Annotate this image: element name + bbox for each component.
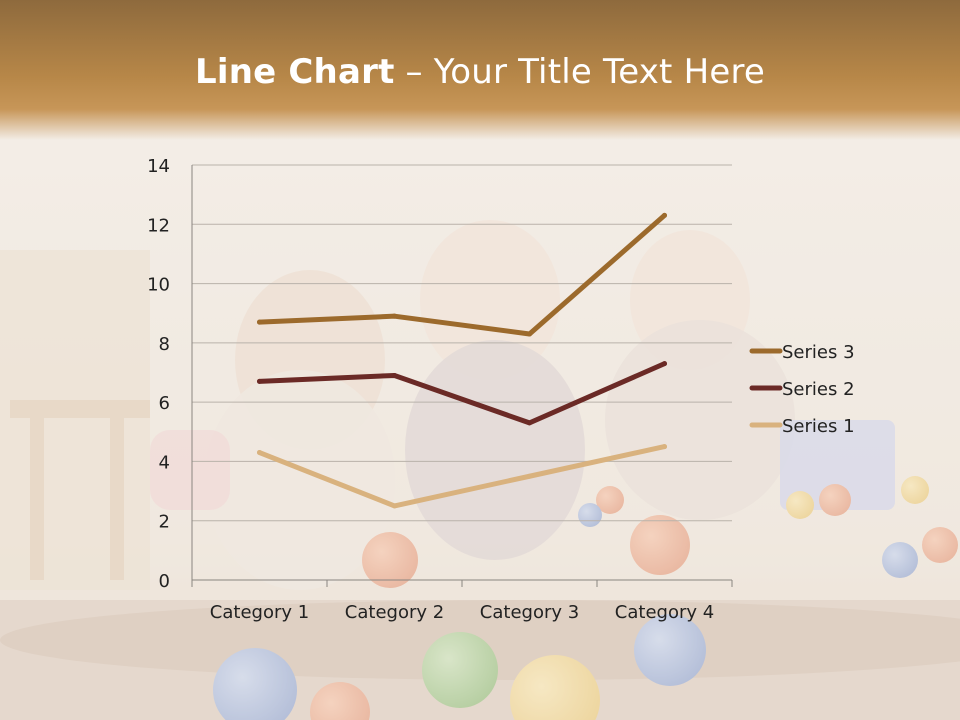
data-point [392, 372, 397, 378]
data-point [257, 450, 262, 456]
x-tick-label: Category 3 [480, 602, 579, 623]
data-point [527, 473, 532, 479]
legend-label: Series 1 [782, 416, 855, 437]
x-tick-label: Category 2 [345, 602, 444, 623]
slide-title: Line Chart – Your Title Text Here [0, 52, 960, 92]
data-point [662, 212, 667, 218]
x-tick-label: Category 4 [615, 602, 714, 623]
series-line-1 [257, 212, 667, 337]
data-point [392, 313, 397, 319]
data-point [257, 319, 262, 325]
legend-label: Series 2 [782, 379, 855, 400]
y-tick-label: 8 [159, 334, 170, 355]
header-band [0, 0, 960, 140]
data-point [527, 420, 532, 426]
y-tick-label: 2 [159, 512, 170, 533]
series-line-3 [257, 444, 667, 509]
y-tick-label: 0 [159, 571, 170, 592]
data-point [392, 503, 397, 509]
data-point [257, 378, 262, 384]
y-tick-label: 4 [159, 452, 170, 473]
title-bold: Line Chart [194, 52, 395, 92]
y-tick-label: 6 [159, 393, 170, 414]
series-line-2 [257, 361, 667, 426]
y-tick-label: 10 [147, 275, 170, 296]
y-tick-label: 12 [147, 215, 170, 236]
data-point [527, 331, 532, 337]
data-point [662, 444, 667, 450]
legend-label: Series 3 [782, 342, 855, 363]
y-tick-label: 14 [147, 156, 170, 177]
x-tick-label: Category 1 [210, 602, 309, 623]
title-rest: – Your Title Text Here [394, 52, 766, 92]
data-point [662, 361, 667, 367]
